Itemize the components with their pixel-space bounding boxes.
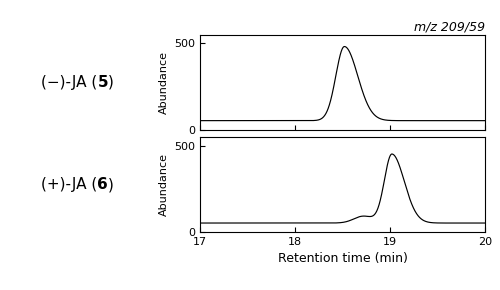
Text: (−)-JA (: (−)-JA ( <box>41 75 98 90</box>
Text: (+)-JA (: (+)-JA ( <box>41 177 98 192</box>
Y-axis label: Abundance: Abundance <box>158 51 168 114</box>
Text: 5: 5 <box>98 75 108 90</box>
X-axis label: Retention time (min): Retention time (min) <box>278 252 407 265</box>
Text: m/z 209/59: m/z 209/59 <box>414 20 485 33</box>
Text: ): ) <box>108 75 114 90</box>
Y-axis label: Abundance: Abundance <box>158 153 168 216</box>
Text: ): ) <box>108 177 114 192</box>
Text: 6: 6 <box>98 177 108 192</box>
